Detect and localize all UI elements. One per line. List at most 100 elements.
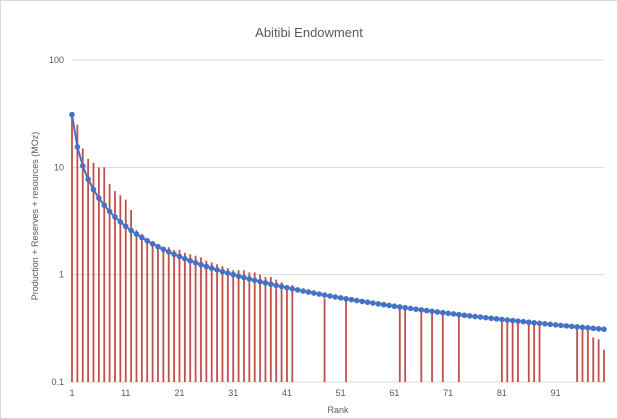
curve-point (504, 317, 511, 323)
curve-point (499, 316, 505, 323)
curve-point (472, 313, 478, 320)
curve-point (305, 289, 312, 295)
curve-point (251, 277, 258, 284)
bar (151, 242, 154, 382)
curve-point (106, 208, 113, 215)
curve-point (439, 309, 446, 316)
bar (533, 322, 536, 382)
curve-point (96, 195, 102, 201)
curve-point (203, 263, 210, 270)
y-axis-ticks: 0.1 1 10 100 (49, 55, 64, 387)
curve-point (348, 296, 355, 303)
curve-point (117, 219, 124, 225)
curve-point (85, 176, 91, 183)
curve-point (509, 317, 516, 324)
bar (404, 308, 407, 382)
curve-point (160, 246, 167, 253)
curve-point (144, 238, 151, 244)
curve-point (219, 268, 226, 275)
curve-point (122, 223, 129, 230)
curve-point (311, 290, 317, 296)
bar (280, 282, 283, 382)
curve-point (456, 311, 462, 318)
curve-point (155, 243, 161, 250)
y-axis-label: Production + Reserves + resources (MOz) (30, 132, 40, 301)
bar (210, 262, 213, 382)
curve-point (579, 324, 586, 331)
bar (603, 349, 605, 382)
curve-point (74, 144, 81, 150)
curve-point (423, 307, 430, 314)
x-tick-label: 71 (443, 388, 453, 398)
curve-point (262, 280, 269, 286)
curve-point (552, 322, 559, 328)
curve-point (466, 313, 473, 319)
curve-point (321, 292, 328, 298)
curve-point (445, 310, 451, 317)
bar (114, 191, 116, 382)
curve-point (434, 309, 441, 315)
curve-point (337, 295, 344, 301)
bar (398, 306, 401, 382)
curve-point (601, 326, 607, 333)
bar (275, 279, 278, 382)
bar-series (71, 114, 605, 383)
curve-point (402, 304, 408, 311)
bar (178, 249, 181, 382)
curve-point (176, 253, 183, 260)
curve-point (585, 325, 591, 331)
bar (194, 255, 197, 382)
y-tick-label: 1 (59, 270, 64, 280)
curve-point (214, 267, 220, 273)
bar (97, 167, 100, 382)
x-tick-label: 61 (389, 388, 399, 398)
curve-point (595, 325, 602, 332)
curve-point (493, 316, 500, 322)
bar (243, 270, 245, 382)
bar (81, 148, 84, 382)
x-tick-label: 51 (336, 388, 346, 398)
curve-point (364, 299, 371, 306)
bar (162, 247, 165, 382)
curve-point (354, 297, 360, 304)
bar (130, 210, 133, 382)
curve-point (396, 304, 403, 310)
bar (517, 321, 519, 382)
bar (586, 330, 589, 382)
curve-point (278, 283, 285, 290)
bar (135, 230, 138, 382)
bar (581, 327, 584, 382)
bar (87, 158, 90, 382)
curve-point (112, 214, 118, 220)
curve-point (477, 314, 484, 320)
bar (216, 264, 218, 382)
bar (146, 237, 149, 382)
curve-point (482, 314, 489, 321)
x-tick-label: 31 (228, 388, 238, 398)
bar (269, 277, 272, 382)
curve-point (246, 276, 253, 282)
curve-point (316, 291, 322, 297)
curve-point (418, 307, 425, 313)
chart-title: Abitibi Endowment (255, 25, 363, 40)
bar (291, 285, 294, 382)
curve-point (525, 319, 532, 326)
bar (119, 195, 122, 382)
curve-point (192, 259, 199, 266)
curve-point (574, 324, 580, 330)
bar (237, 270, 240, 382)
curve-point (230, 271, 237, 278)
bar (205, 260, 208, 382)
curve-point (370, 300, 376, 306)
curve-point (386, 302, 392, 309)
curve-point (407, 305, 414, 312)
bar (286, 285, 288, 382)
bar (597, 339, 600, 382)
curve-point (208, 265, 215, 272)
y-tick-label: 100 (49, 55, 64, 65)
bar (538, 323, 541, 382)
curve-point (359, 298, 365, 305)
bar (345, 298, 347, 382)
bar (441, 311, 444, 382)
